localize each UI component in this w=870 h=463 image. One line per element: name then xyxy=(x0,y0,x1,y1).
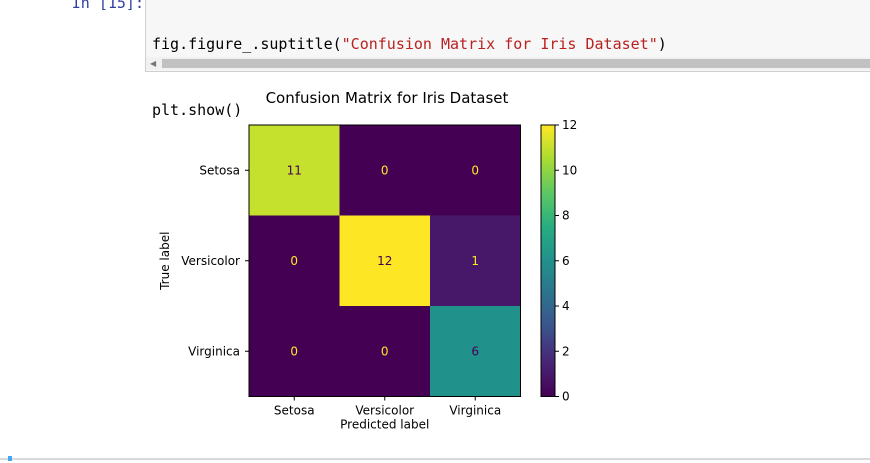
cell-value-label: 11 xyxy=(287,163,302,177)
y-tick-label: Setosa xyxy=(199,163,240,177)
scrollbar-thumb[interactable] xyxy=(162,59,870,68)
colorbar-tick-label: 4 xyxy=(562,299,570,313)
next-cell-border xyxy=(0,456,870,461)
matrix-cell xyxy=(430,215,521,307)
x-axis-label: Predicted label xyxy=(340,418,429,432)
colorbar-tick-label: 0 xyxy=(562,390,570,404)
matrix-cell xyxy=(430,306,521,397)
code-line-2: plt.show() xyxy=(152,101,243,119)
horizontal-scrollbar[interactable]: ◀ xyxy=(146,57,870,70)
matrix-cell xyxy=(249,215,340,307)
cell-prompt: In [15]: xyxy=(71,0,144,12)
colorbar-tick-label: 12 xyxy=(562,118,577,132)
cell-value-label: 0 xyxy=(471,163,479,177)
x-tick-label: Virginica xyxy=(449,404,501,418)
active-cell-indicator xyxy=(8,456,12,461)
cell-value-label: 0 xyxy=(290,344,298,358)
matrix-cell xyxy=(339,215,431,307)
cell-value-label: 0 xyxy=(290,254,298,268)
code-editor[interactable]: fig.figure_.suptitle("Confusion Matrix f… xyxy=(152,0,667,165)
cell-value-label: 6 xyxy=(471,344,479,358)
colorbar-tick-label: 2 xyxy=(562,344,570,358)
cell-value-label: 0 xyxy=(381,163,389,177)
colorbar-tick-label: 8 xyxy=(562,209,570,223)
matrix-cell xyxy=(249,125,340,216)
matrix-cell xyxy=(339,125,431,216)
y-axis-label: True label xyxy=(158,232,172,291)
chart-title: Confusion Matrix for Iris Dataset xyxy=(266,89,509,107)
matrix-cell xyxy=(339,306,431,397)
cell-value-label: 12 xyxy=(377,254,392,268)
scroll-left-icon[interactable]: ◀ xyxy=(150,59,157,68)
code-line-1: fig.figure_.suptitle("Confusion Matrix f… xyxy=(152,35,667,53)
cell-value-label: 0 xyxy=(381,344,389,358)
y-tick-label: Versicolor xyxy=(181,254,240,268)
colorbar-tick-label: 6 xyxy=(562,254,570,268)
x-tick-label: Versicolor xyxy=(355,404,414,418)
y-tick-label: Virginica xyxy=(188,344,240,358)
cell-value-label: 1 xyxy=(471,254,479,268)
colorbar-tick-label: 10 xyxy=(562,163,577,177)
x-tick-label: Setosa xyxy=(274,404,315,418)
matrix-cell xyxy=(430,125,521,216)
colorbar xyxy=(540,124,556,397)
output-area: Confusion Matrix for Iris Dataset 11 0 0 0 12… xyxy=(145,78,870,448)
matrix-cell xyxy=(249,306,340,397)
